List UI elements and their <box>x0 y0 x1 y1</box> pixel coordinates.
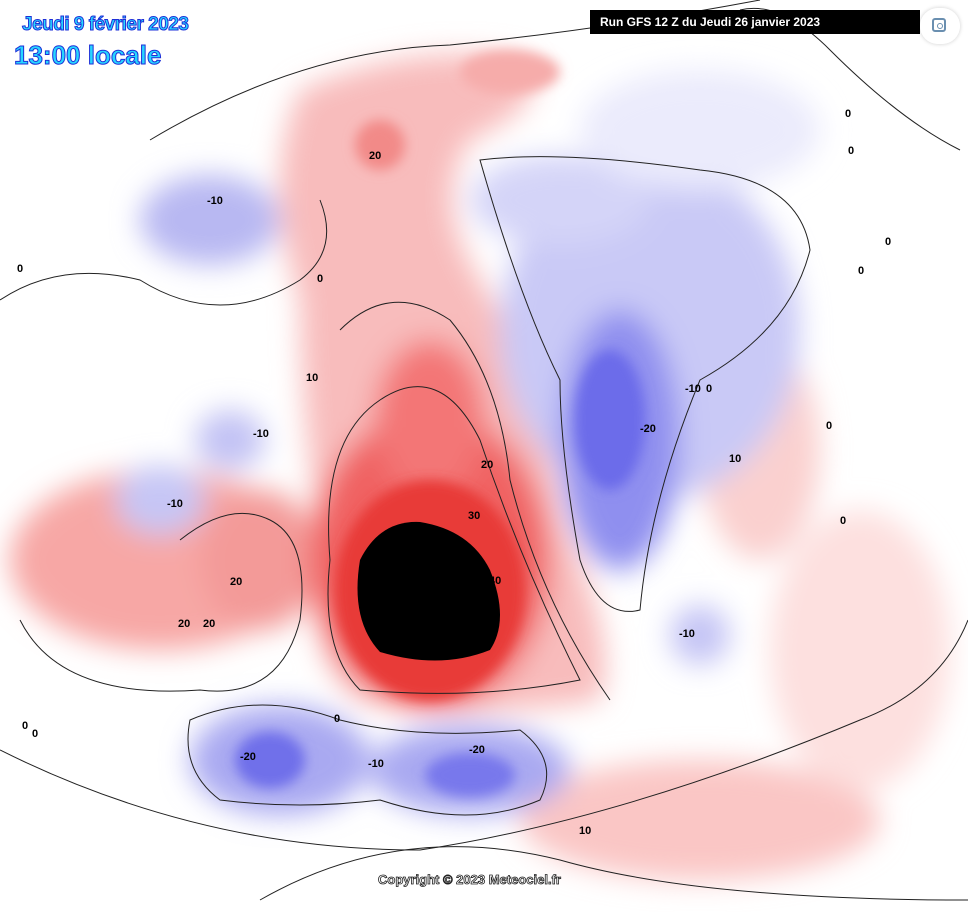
contour-label: 20 <box>369 150 382 162</box>
contour-label: 20 <box>481 459 494 471</box>
contour-label: -20 <box>640 423 656 435</box>
contour-label: 20 <box>178 618 191 630</box>
warm-anomaly-atlantic <box>200 490 320 630</box>
contour-label: -10 <box>207 195 223 207</box>
contour-label: 20 <box>203 618 216 630</box>
contour-label: -10 <box>253 428 269 440</box>
contour-label: 0 <box>32 728 39 740</box>
forecast-time: 13:00 locale <box>13 40 162 71</box>
contour-label: -10 <box>685 383 701 395</box>
contour-label: 0 <box>17 263 24 275</box>
contour-label: -20 <box>469 744 485 756</box>
contour-label: 0 <box>22 720 29 732</box>
contour-label: 0 <box>334 713 341 725</box>
contour-label: 20 <box>230 576 243 588</box>
copyright: Copyright © 2023 Meteociel.fr <box>378 872 562 888</box>
contour-label: 0 <box>826 420 833 432</box>
contour-label: 0 <box>848 145 855 157</box>
google-lens-button[interactable] <box>920 8 960 44</box>
contour-label: 0 <box>845 108 852 120</box>
contour-label: 10 <box>579 825 592 837</box>
forecast-date: Jeudi 9 février 2023 <box>21 14 189 36</box>
extreme-anomaly-core <box>357 521 500 661</box>
contour-label: 0 <box>858 265 865 277</box>
contour-label: 0 <box>840 515 847 527</box>
contour-label: 10 <box>729 453 742 465</box>
contour-label: 0 <box>885 236 892 248</box>
contour-label: 30 <box>468 510 481 522</box>
google-lens-icon <box>932 18 946 32</box>
model-run-banner: Run GFS 12 Z du Jeudi 26 janvier 2023 <box>590 10 920 34</box>
contour-label: 40 <box>489 575 502 587</box>
contour-label: -20 <box>240 751 256 763</box>
contour-label: 0 <box>706 383 713 395</box>
contour-label: 0 <box>317 273 324 285</box>
contour-label: 10 <box>306 372 319 384</box>
contour-label: -10 <box>167 498 183 510</box>
contour-label: -10 <box>679 628 695 640</box>
contour-label: -10 <box>368 758 384 770</box>
